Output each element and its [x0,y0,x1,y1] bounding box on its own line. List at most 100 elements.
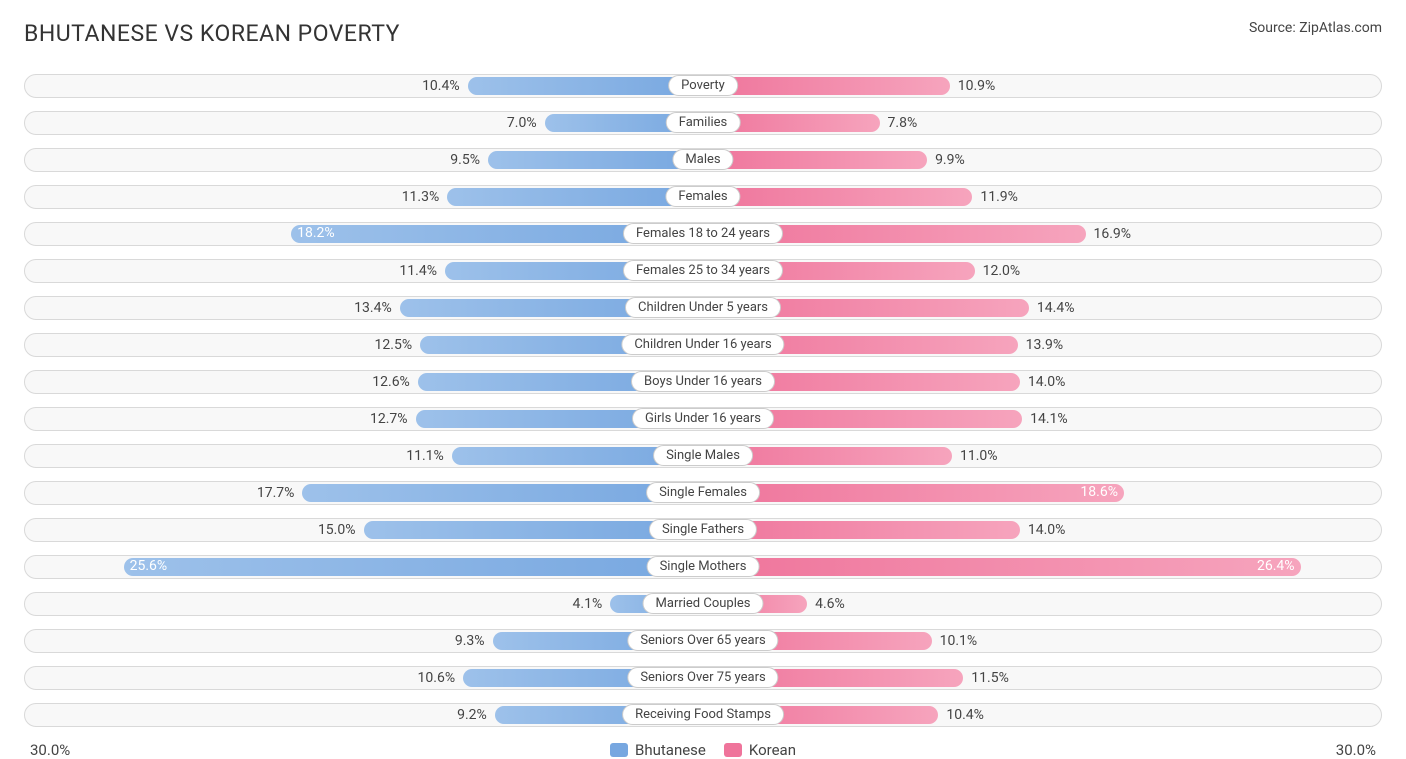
value-left: 12.7% [370,411,408,427]
left-half: 12.5% [24,328,703,361]
chart-row: 12.6% 14.0% Boys Under 16 years [24,365,1382,398]
category-label: Males [672,149,733,170]
category-label: Poverty [668,75,738,96]
legend: Bhutanese Korean [610,741,796,759]
value-left: 15.0% [318,522,356,538]
left-half: 11.3% [24,180,703,213]
value-right: 11.0% [960,448,998,464]
source-attribution: Source: ZipAtlas.com [1249,20,1382,36]
right-half: 4.6% [703,587,1382,620]
bar-right [703,151,927,169]
left-half: 15.0% [24,513,703,546]
chart-row: 13.4%14.4%Children Under 5 years [24,291,1382,324]
chart-row: 18.2% 16.9% Females 18 to 24 years [24,217,1382,250]
bar-right [703,188,972,206]
left-half: 25.6% [24,550,703,583]
value-left: 10.4% [422,78,460,94]
chart-row: 10.6%11.5%Seniors Over 75 years [24,661,1382,694]
right-half: 14.4% [703,291,1382,324]
value-left: 9.3% [455,633,485,649]
value-left: 4.1% [573,596,603,612]
left-half: 13.4% [24,291,703,324]
value-right: 4.6% [815,596,845,612]
category-label: Single Males [653,445,753,466]
category-label: Girls Under 16 years [632,408,774,429]
right-half: 14.1% [703,402,1382,435]
category-label: Single Mothers [647,556,760,577]
left-half: 11.1% [24,439,703,472]
chart-row: 9.3%10.1%Seniors Over 65 years [24,624,1382,657]
category-label: Single Fathers [649,519,757,540]
chart-row: 15.0% 14.0% Single Fathers [24,513,1382,546]
chart-row: 11.4% 12.0% Females 25 to 34 years [24,254,1382,287]
chart-row: 11.1% 11.0% Single Males [24,439,1382,472]
value-right: 13.9% [1026,337,1064,353]
chart-header: BHUTANESE VS KOREAN POVERTY Source: ZipA… [24,20,1382,47]
left-half: 17.7% [24,476,703,509]
chart-row: 17.7% 18.6% Single Females [24,476,1382,509]
value-right: 14.0% [1028,374,1066,390]
right-half: 10.9% [703,69,1382,102]
value-right: 12.0% [983,263,1021,279]
right-half: 16.9% [703,217,1382,250]
value-right: 14.4% [1037,300,1075,316]
value-right: 9.9% [935,152,965,168]
value-right: 14.0% [1028,522,1066,538]
category-label: Single Females [646,482,760,503]
left-half: 12.6% [24,365,703,398]
chart-row: 11.3%11.9%Females [24,180,1382,213]
right-half: 10.1% [703,624,1382,657]
category-label: Receiving Food Stamps [622,704,784,725]
legend-swatch-right [724,743,742,757]
bar-right [703,77,950,95]
right-half: 11.5% [703,661,1382,694]
right-half: 12.0% [703,254,1382,287]
right-half: 11.9% [703,180,1382,213]
right-half: 13.9% [703,328,1382,361]
category-label: Females 25 to 34 years [623,260,783,281]
value-left: 12.6% [372,374,410,390]
source-name: ZipAtlas.com [1299,20,1382,36]
chart-row: 12.5%13.9%Children Under 16 years [24,328,1382,361]
value-left: 12.5% [375,337,413,353]
left-half: 18.2% [24,217,703,250]
chart-row: 9.5%9.9%Males [24,143,1382,176]
chart-row: 25.6% 26.4%Single Mothers [24,550,1382,583]
right-half: 18.6% [703,476,1382,509]
chart-row: 12.7% 14.1% Girls Under 16 years [24,402,1382,435]
axis-max-right: 30.0% [1336,741,1376,759]
legend-label-right: Korean [749,741,796,759]
value-right: 14.1% [1030,411,1068,427]
value-left: 18.2% [297,225,335,241]
right-half: 11.0% [703,439,1382,472]
bar-left: 25.6% [124,558,703,576]
legend-item-left: Bhutanese [610,741,706,759]
value-right: 16.9% [1094,226,1132,242]
chart-row: 7.0%7.8%Families [24,106,1382,139]
category-label: Married Couples [643,593,764,614]
value-right: 10.1% [940,633,978,649]
chart-title: BHUTANESE VS KOREAN POVERTY [24,20,400,47]
value-left: 25.6% [130,558,168,574]
chart-row: 4.1% 4.6% Married Couples [24,587,1382,620]
axis-max-left: 30.0% [30,741,70,759]
left-half: 11.4% [24,254,703,287]
category-label: Boys Under 16 years [631,371,775,392]
right-half: 14.0% [703,513,1382,546]
bar-left [302,484,703,502]
category-label: Females [665,186,740,207]
value-right: 10.4% [946,707,984,723]
left-half: 7.0% [24,106,703,139]
value-left: 17.7% [257,485,295,501]
category-label: Females 18 to 24 years [623,223,783,244]
left-half: 10.6% [24,661,703,694]
left-half: 10.4% [24,69,703,102]
chart-row: 10.4% 10.9%Poverty [24,69,1382,102]
value-right: 7.8% [888,115,918,131]
legend-label-left: Bhutanese [635,741,706,759]
value-right: 18.6% [1080,484,1118,500]
bar-right: 26.4% [703,558,1301,576]
value-left: 9.2% [457,707,487,723]
value-left: 11.4% [399,263,437,279]
right-half: 7.8% [703,106,1382,139]
